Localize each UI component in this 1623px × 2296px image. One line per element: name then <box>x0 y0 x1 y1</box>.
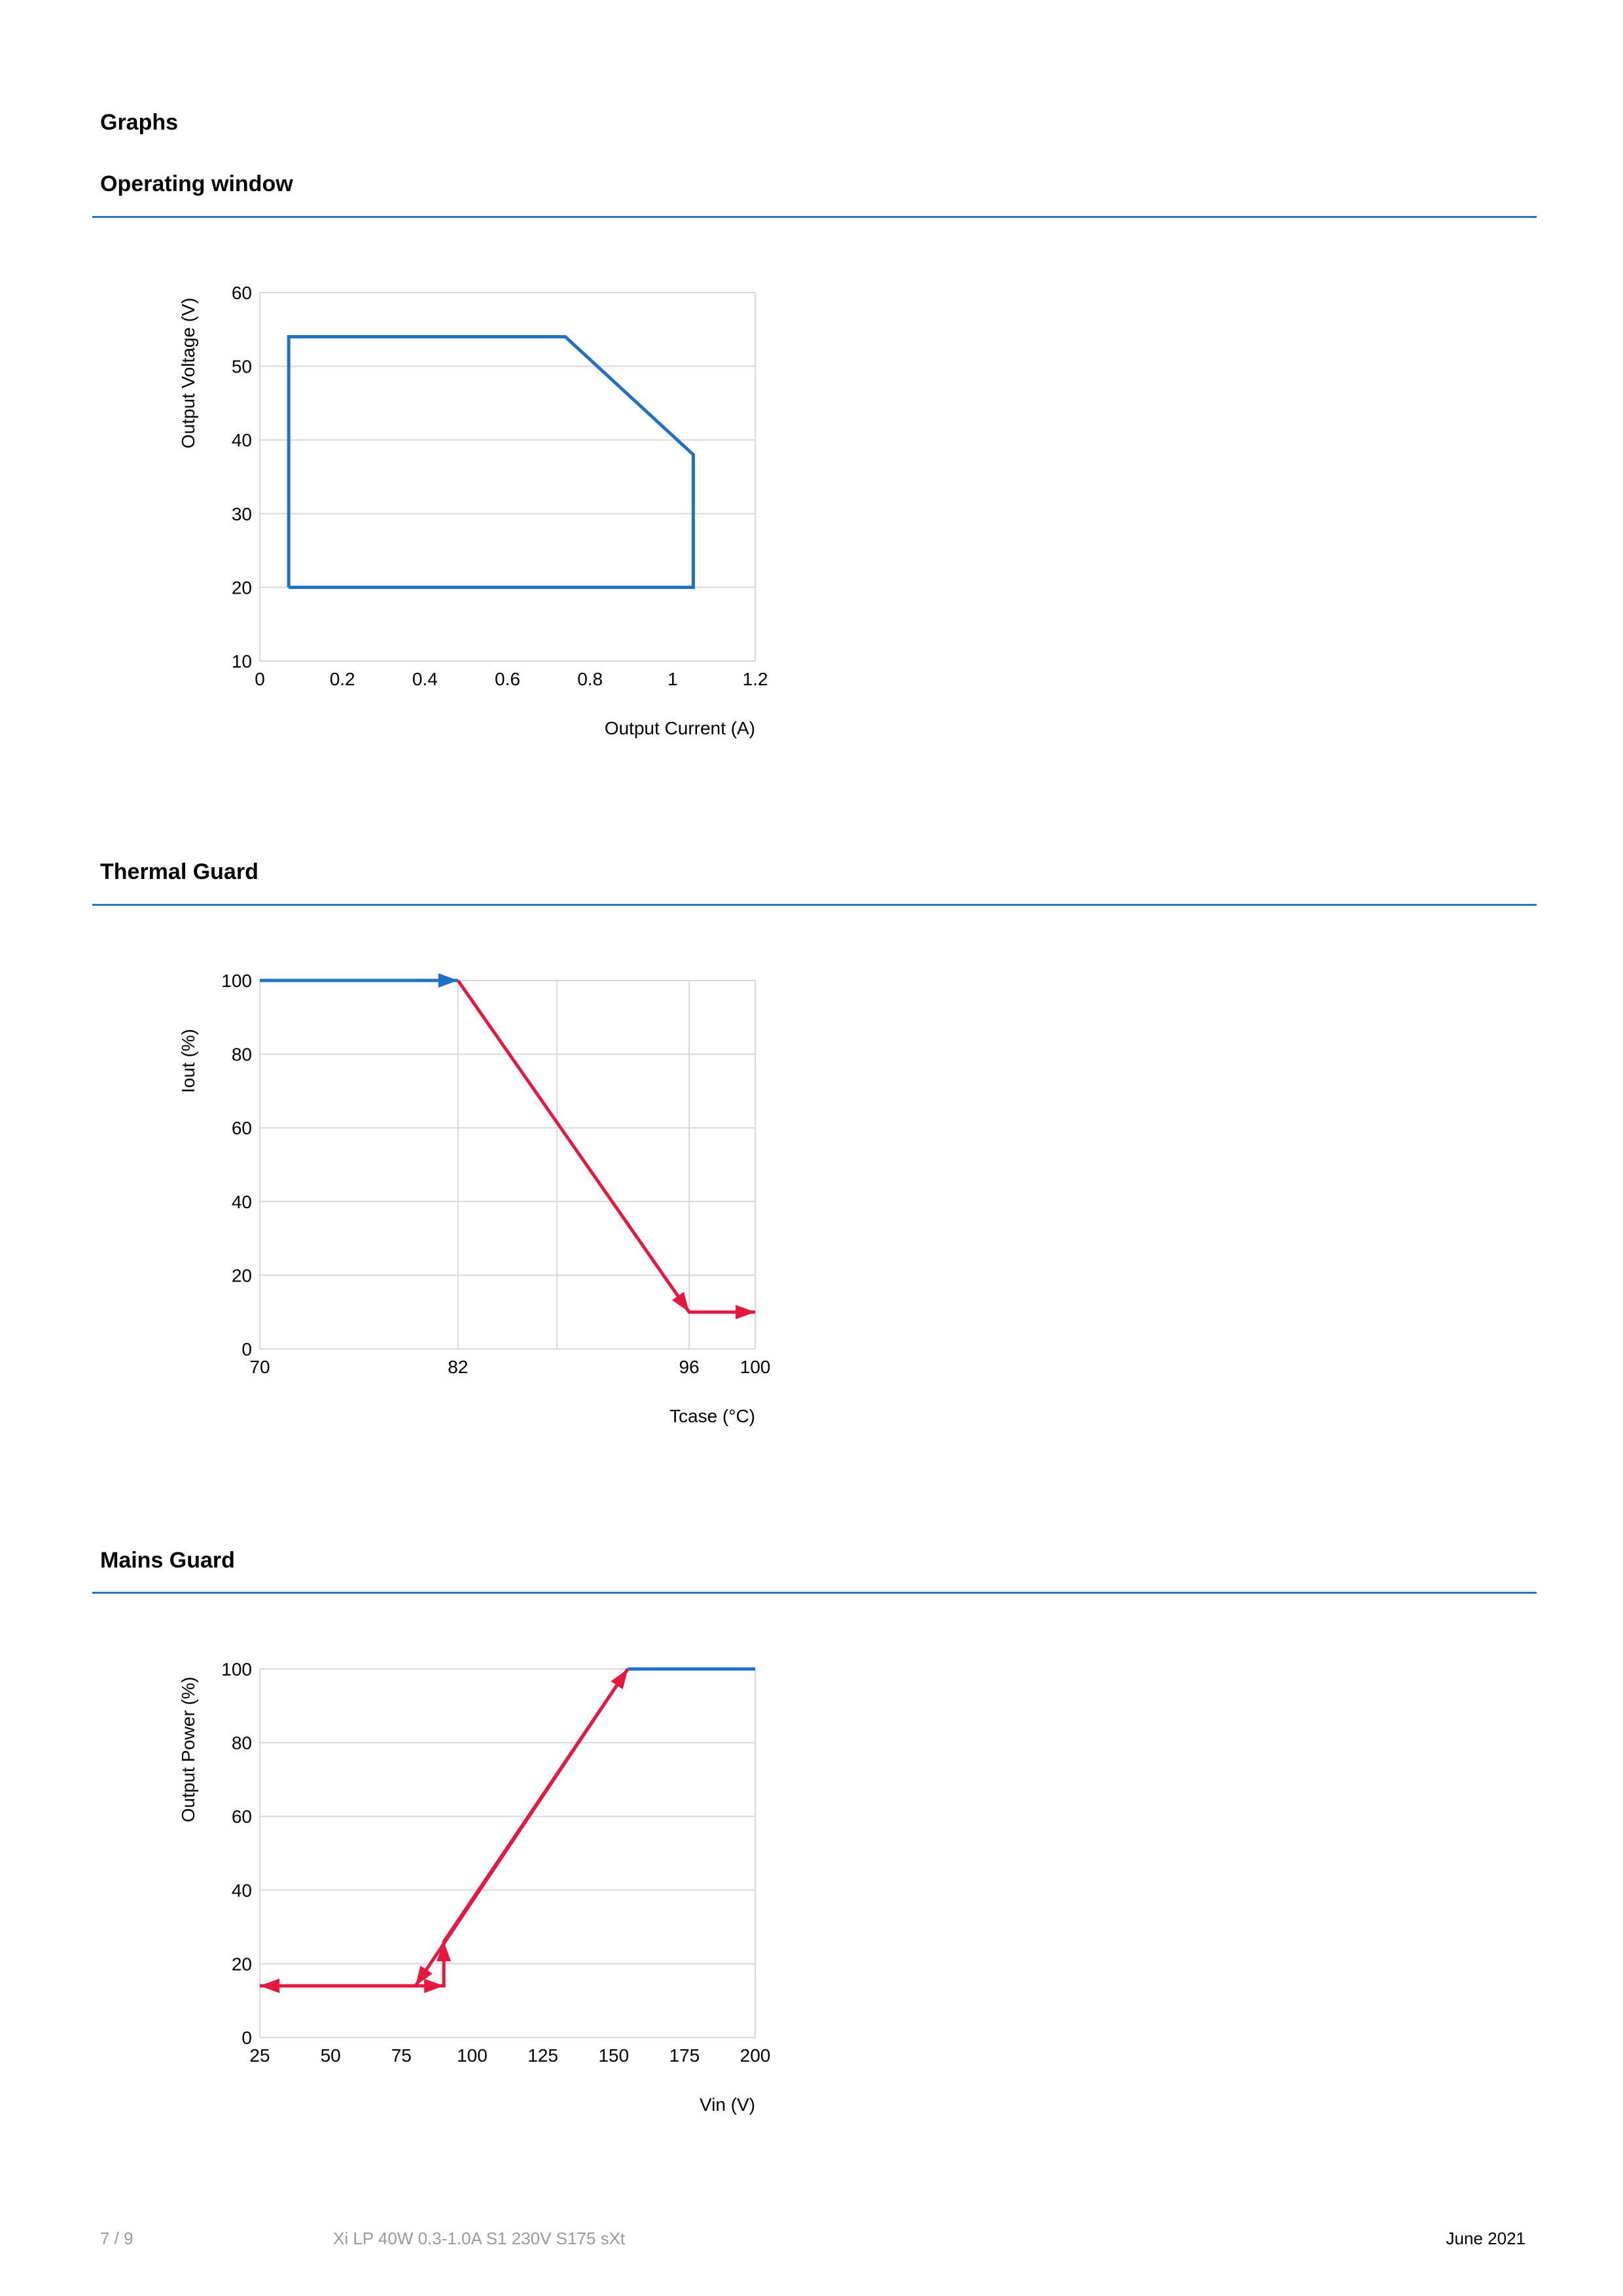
y-tick-label: 20 <box>232 577 252 598</box>
x-tick-label: 175 <box>669 2045 700 2066</box>
x-tick-label: 0.2 <box>330 669 355 689</box>
y-tick-label: 50 <box>232 357 252 377</box>
arrowhead-red <box>415 1965 433 1986</box>
y-tick-label: 60 <box>232 283 252 303</box>
y-axis-label: Iout (%) <box>178 1029 198 1093</box>
x-tick-label: 70 <box>249 1357 270 1377</box>
x-tick-label: 1.2 <box>743 669 768 689</box>
mains-guard-heading: Mains Guard <box>100 1548 235 1573</box>
y-tick-label: 0 <box>241 1339 252 1359</box>
y-tick-label: 60 <box>232 1806 252 1827</box>
x-tick-label: 0.8 <box>577 669 603 689</box>
x-tick-label: 200 <box>740 2045 771 2066</box>
footer-product-name: Xi LP 40W 0.3-1.0A S1 230V S175 sXt <box>333 2229 626 2248</box>
x-tick-label: 100 <box>740 1357 771 1377</box>
x-tick-label: 150 <box>598 2045 629 2066</box>
y-tick-label: 100 <box>221 1659 252 1679</box>
y-tick-label: 20 <box>232 1265 252 1285</box>
arrowhead-red <box>437 1941 452 1962</box>
y-tick-label: 80 <box>232 1733 252 1753</box>
x-tick-label: 0 <box>255 669 265 689</box>
x-tick-label: 25 <box>249 2045 270 2066</box>
x-tick-label: 50 <box>321 2045 341 2066</box>
x-tick-label: 75 <box>391 2045 412 2066</box>
y-axis-label: Output Voltage (V) <box>178 298 198 448</box>
arrowhead-blue <box>438 973 458 988</box>
x-tick-label: 125 <box>527 2045 558 2066</box>
series-line-red <box>260 1668 630 1988</box>
arrowhead-red <box>671 1291 690 1312</box>
footer-date: June 2021 <box>1446 2229 1525 2248</box>
y-tick-label: 0 <box>241 2028 252 2048</box>
y-tick-label: 30 <box>232 504 252 524</box>
y-tick-label: 40 <box>232 430 252 450</box>
x-tick-label: 96 <box>679 1357 699 1377</box>
x-tick-label: 1 <box>668 669 678 689</box>
x-tick-label: 82 <box>448 1357 468 1377</box>
y-tick-label: 40 <box>232 1192 252 1212</box>
arrowhead-red <box>260 1979 279 1994</box>
y-tick-label: 100 <box>221 971 252 991</box>
x-tick-label: 0.4 <box>412 669 438 689</box>
x-tick-label: 0.6 <box>495 669 520 689</box>
y-tick-label: 40 <box>232 1880 252 1901</box>
x-tick-label: 100 <box>457 2045 488 2066</box>
section-title: Graphs <box>100 110 179 135</box>
thermal-guard-rule <box>92 904 1537 906</box>
y-tick-label: 80 <box>232 1045 252 1065</box>
footer-page-number: 7 / 9 <box>100 2229 134 2248</box>
operating-window-heading: Operating window <box>100 171 293 196</box>
arrowhead-red <box>424 1979 444 1994</box>
x-axis-label: Vin (V) <box>700 2094 755 2115</box>
arrowhead-red <box>736 1304 755 1319</box>
x-axis-label: Tcase (°C) <box>669 1406 755 1426</box>
mains-guard-rule <box>92 1592 1537 1594</box>
y-tick-label: 20 <box>232 1954 252 1974</box>
x-axis-label: Output Current (A) <box>605 718 755 738</box>
thermal-guard-heading: Thermal Guard <box>100 859 259 884</box>
series-line-red <box>260 1668 630 1988</box>
y-axis-label: Output Power (%) <box>178 1677 198 1823</box>
y-tick-label: 60 <box>232 1118 252 1138</box>
operating-window-rule <box>92 216 1537 218</box>
y-tick-label: 10 <box>232 651 252 672</box>
series-line-blue <box>287 335 695 589</box>
